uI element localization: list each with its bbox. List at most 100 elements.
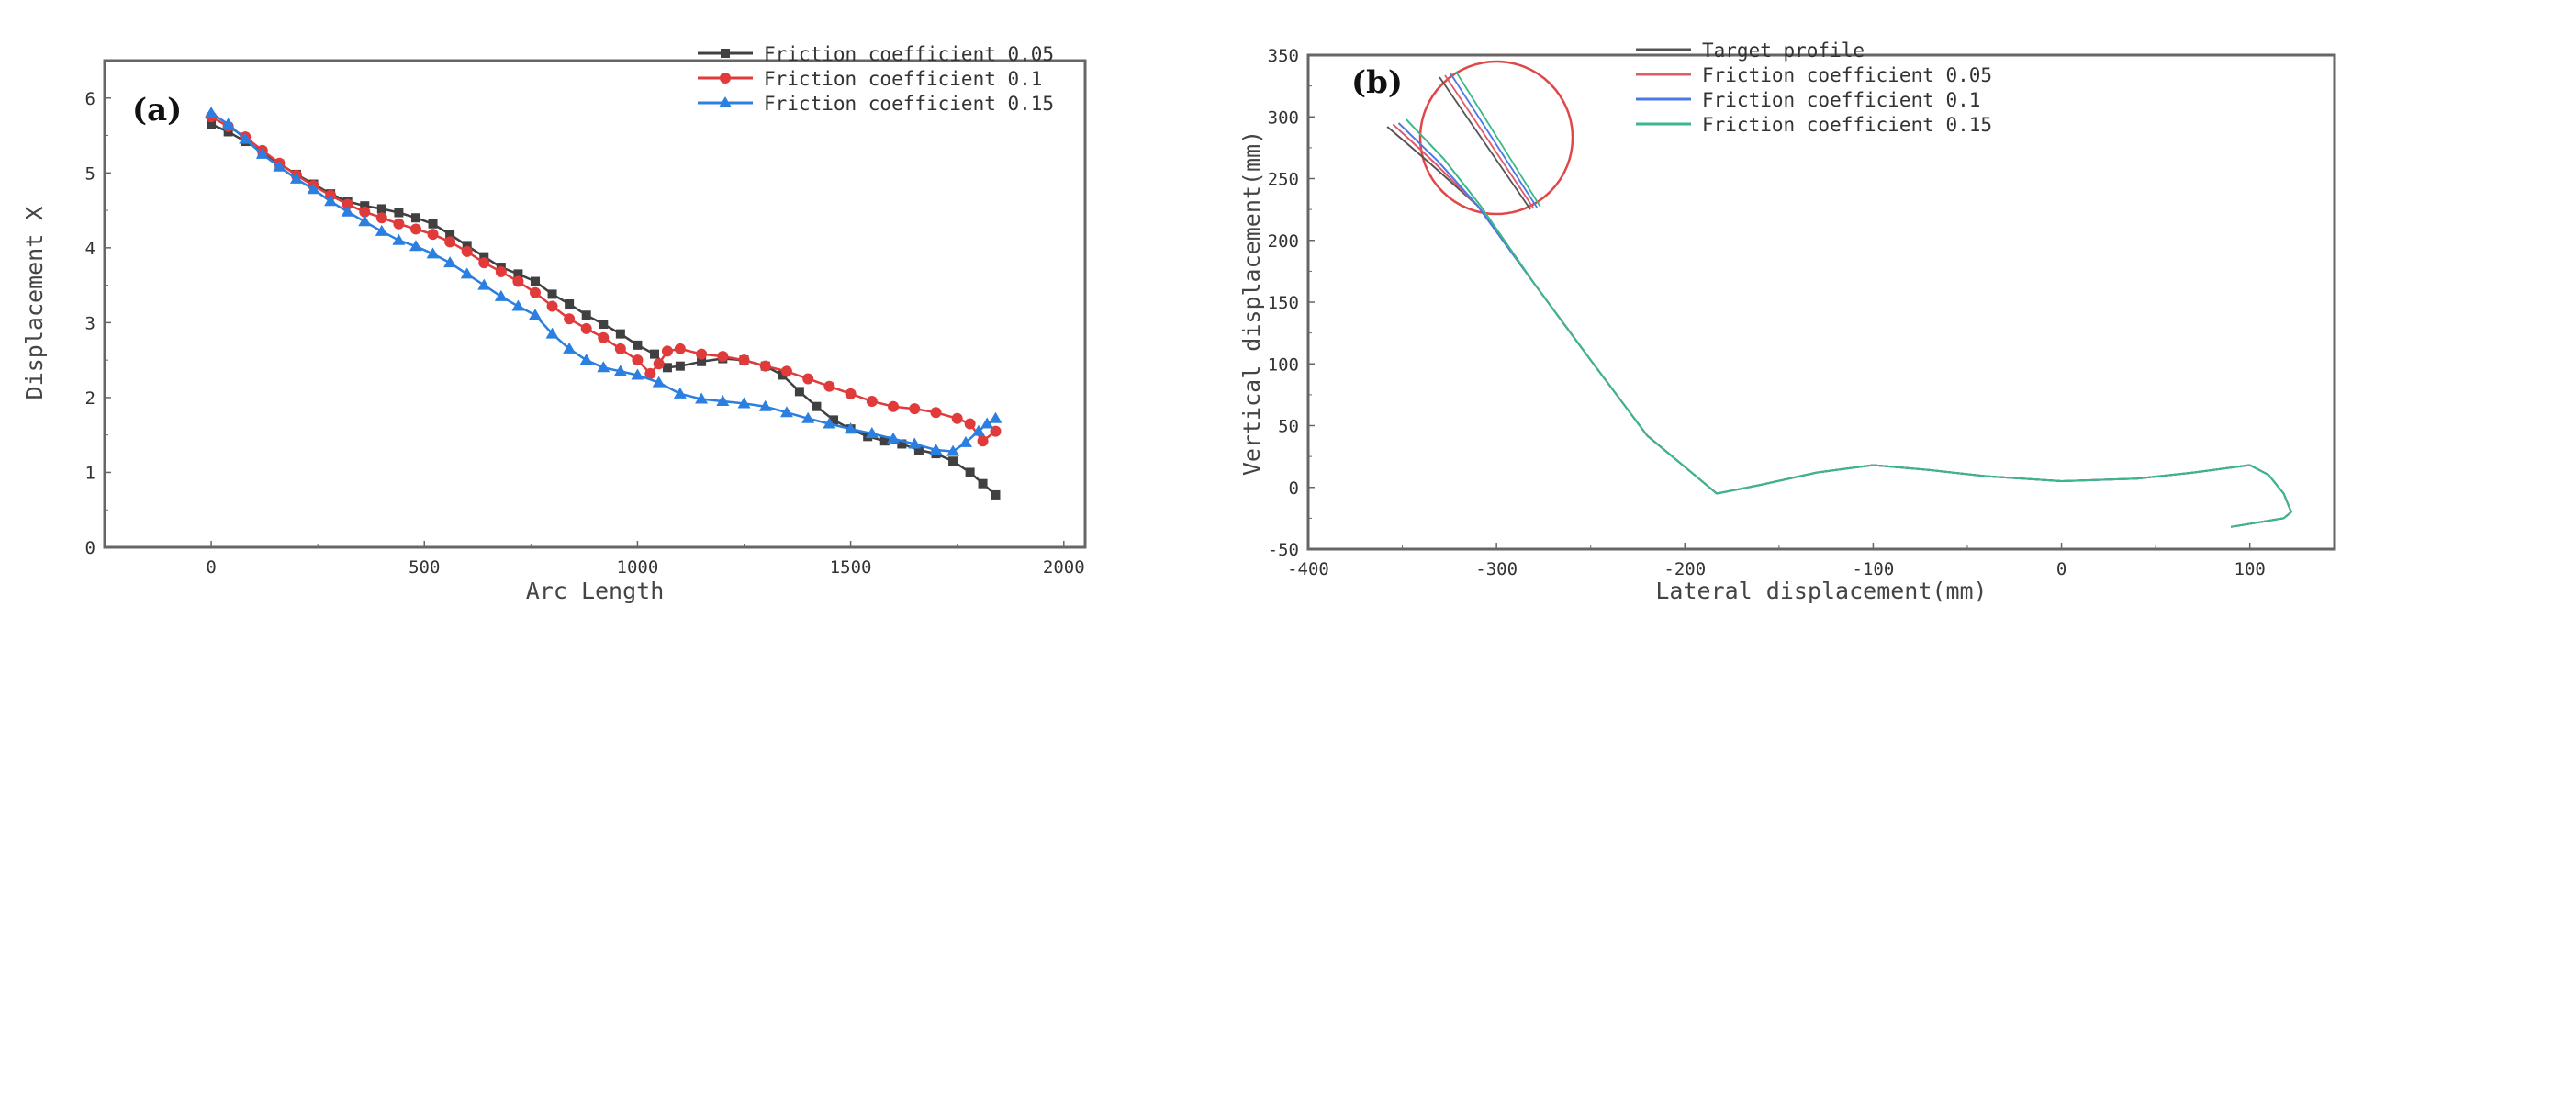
data-point xyxy=(394,208,404,218)
data-point xyxy=(511,299,525,311)
data-point xyxy=(409,223,421,235)
legend-label: Friction coefficient 0.1 xyxy=(764,68,1042,90)
data-point xyxy=(443,256,457,268)
data-point xyxy=(376,204,386,214)
y-tick-label: 200 xyxy=(1268,231,1299,252)
data-point xyxy=(644,367,656,379)
data-point xyxy=(239,132,252,144)
data-point xyxy=(989,411,1002,423)
data-point xyxy=(978,478,988,489)
data-point xyxy=(951,412,963,424)
data-point xyxy=(392,233,406,245)
data-point xyxy=(888,400,900,412)
series-line-2 xyxy=(210,116,997,443)
y-tick-label: 150 xyxy=(1268,293,1299,313)
data-point xyxy=(971,424,985,436)
data-point xyxy=(342,198,353,210)
data-point xyxy=(991,489,1001,500)
data-point xyxy=(359,206,371,218)
series-line-1 xyxy=(210,123,997,496)
zoom-series-line xyxy=(1455,71,1541,208)
data-point xyxy=(615,329,625,339)
data-point xyxy=(564,313,576,325)
data-point xyxy=(633,340,643,350)
data-point xyxy=(528,309,542,320)
data-point xyxy=(479,252,489,262)
panel-b-zoom-inset xyxy=(1418,60,1574,216)
x-tick-label: 1000 xyxy=(617,557,659,578)
data-point xyxy=(738,354,750,366)
data-point xyxy=(221,118,235,129)
data-point xyxy=(977,435,989,447)
zoom-series-line xyxy=(1439,76,1531,210)
legend-label: Friction coefficient 0.15 xyxy=(1702,114,1992,136)
panel-b-ticks: -400 -300 -200 -100 0 100 -50 0 50 100 150 200 250 30… xyxy=(1268,46,2266,579)
data-point xyxy=(375,212,387,224)
data-point xyxy=(673,387,687,399)
series-line-2 xyxy=(1392,123,2292,528)
data-point xyxy=(913,445,924,455)
legend-marker xyxy=(721,49,730,58)
data-point xyxy=(737,397,751,409)
data-point xyxy=(980,417,994,429)
panel-b-y-axis-title: Vertical displacement(mm) xyxy=(1238,130,1265,476)
data-point xyxy=(478,257,490,269)
panel-a-y-axis-title: Displacement X xyxy=(21,207,48,400)
data-point xyxy=(758,399,772,411)
data-point xyxy=(823,417,836,429)
data-point xyxy=(460,267,474,279)
y-tick-label: 3 xyxy=(85,313,95,333)
data-point xyxy=(428,219,438,229)
data-point xyxy=(546,300,558,312)
data-point xyxy=(930,407,942,419)
data-point xyxy=(865,427,879,439)
y-tick-label: 50 xyxy=(1278,417,1299,437)
data-point xyxy=(445,230,455,240)
data-point xyxy=(909,403,921,415)
legend-label: Friction coefficient 0.05 xyxy=(764,43,1054,65)
zoom-series-line xyxy=(1444,74,1535,209)
data-point xyxy=(393,218,405,230)
panel-a-ticks: 0 500 1000 1500 2000 0 1 2 3 4 5 6 xyxy=(85,89,1085,578)
data-point xyxy=(375,224,388,236)
data-point xyxy=(273,160,286,172)
data-point xyxy=(358,215,372,227)
data-point xyxy=(897,439,907,449)
zoom-circle xyxy=(1418,60,1574,216)
data-point xyxy=(823,380,835,392)
data-point xyxy=(662,363,672,373)
panel-b-x-axis-title: Lateral displacement(mm) xyxy=(1655,578,1987,604)
data-point xyxy=(494,289,508,301)
data-point xyxy=(530,276,540,286)
series-line-3 xyxy=(210,112,997,453)
y-tick-label: -50 xyxy=(1268,540,1299,560)
series-line-3 xyxy=(1397,122,2292,528)
data-point xyxy=(631,368,644,380)
data-point xyxy=(547,289,557,299)
data-point xyxy=(908,437,922,449)
data-point xyxy=(801,411,815,423)
series-line-4 xyxy=(1405,118,2292,528)
data-point xyxy=(255,147,269,159)
panel-a-letter: (a) xyxy=(132,92,182,129)
panel-a: 0 500 1000 1500 2000 0 1 2 3 4 5 6 (a) Arc Length D… xyxy=(21,43,1087,604)
data-point xyxy=(579,354,593,365)
data-point xyxy=(597,361,610,373)
panel-a-series xyxy=(205,107,1002,500)
data-point xyxy=(697,356,707,366)
data-point xyxy=(759,360,771,372)
y-tick-label: 4 xyxy=(85,239,95,259)
data-point xyxy=(341,205,354,217)
y-tick-label: 2 xyxy=(85,388,95,409)
data-point xyxy=(695,392,709,404)
data-point xyxy=(990,425,1002,437)
data-point xyxy=(410,213,420,223)
data-point xyxy=(779,406,793,418)
data-point xyxy=(477,278,491,290)
data-point xyxy=(780,365,792,377)
data-point xyxy=(716,395,730,406)
zoom-series-line xyxy=(1450,73,1538,208)
data-point xyxy=(580,322,592,334)
data-point xyxy=(426,247,440,259)
